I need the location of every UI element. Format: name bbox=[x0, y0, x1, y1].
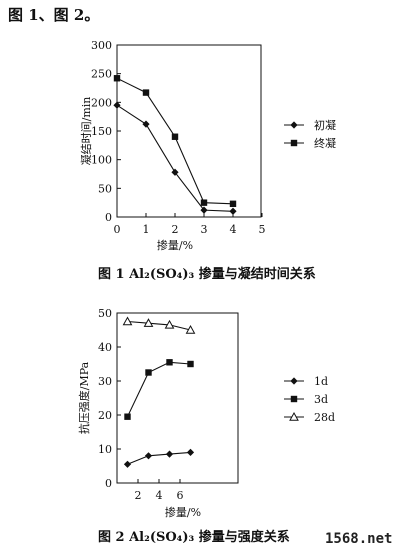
chart1-ytick-label: 150 bbox=[91, 125, 112, 138]
chart1-ytick-label: 100 bbox=[91, 154, 112, 167]
chart2-series3-point bbox=[164, 319, 175, 329]
chart2-series2-point bbox=[145, 369, 152, 376]
chart1-xtick-label: 3 bbox=[201, 223, 208, 236]
chart1-ytick-label: 250 bbox=[91, 68, 112, 81]
chart2-series1-point bbox=[144, 452, 153, 460]
chart2-series3-point bbox=[143, 318, 154, 327]
chart2-series-line-1 bbox=[127, 451, 191, 465]
chart1-series2-point bbox=[200, 199, 208, 206]
chart2-plot-frame bbox=[116, 312, 239, 484]
chart1-series1-point bbox=[142, 120, 150, 128]
chart2-xtick-label: 2 bbox=[135, 489, 142, 502]
chart1-series2-point bbox=[171, 133, 179, 140]
chart1-xtick-label: 2 bbox=[172, 223, 179, 236]
chart1-caption: 图 1 Al₂(SO₄)₃ 掺量与凝结时间关系 bbox=[98, 266, 316, 282]
chart1-series1-point bbox=[200, 206, 208, 214]
chart2-series-line-2 bbox=[127, 361, 191, 417]
chart1-legend-marker bbox=[290, 121, 298, 129]
chart1-xtick-label: 5 bbox=[259, 223, 266, 236]
chart1-legend-label: 初凝 bbox=[314, 118, 336, 132]
chart1-series1-point bbox=[171, 168, 179, 176]
chart2-ytick-label: 30 bbox=[98, 375, 112, 388]
chart2-ytick-label: 10 bbox=[98, 443, 112, 456]
chart1-series-line-1 bbox=[116, 104, 234, 212]
chart2-legend-label: 1d bbox=[314, 375, 328, 388]
chart2-legend-label: 3d bbox=[314, 393, 328, 406]
chart2-ytick-label: 40 bbox=[98, 341, 112, 354]
chart1-ytick-label: 200 bbox=[91, 96, 112, 109]
chart1-legend-marker bbox=[290, 139, 298, 147]
chart1-series-line-2 bbox=[116, 77, 234, 205]
chart2-legend-marker bbox=[290, 395, 298, 403]
chart2-series2-point bbox=[166, 359, 173, 366]
chart1-xtick-label: 1 bbox=[143, 223, 150, 236]
chart1-ylabel: 凝结时间/min bbox=[79, 97, 93, 166]
chart2-series1-point bbox=[123, 460, 132, 468]
intro-text: 图 1、图 2。 bbox=[8, 6, 100, 24]
chart1-ytick-label: 50 bbox=[98, 182, 112, 195]
chart1-series1-point bbox=[113, 101, 121, 109]
chart2-ytick-label: 20 bbox=[98, 409, 112, 422]
chart2-series3-point bbox=[185, 324, 196, 334]
chart1-ytick-label: 300 bbox=[91, 39, 112, 52]
chart2-legend-marker bbox=[290, 377, 298, 385]
chart2-series3-point bbox=[122, 316, 133, 326]
chart1-series2-point bbox=[142, 89, 150, 96]
chart2-caption: 图 2 Al₂(SO₄)₃ 掺量与强度关系 bbox=[98, 529, 290, 545]
chart2-series2-point bbox=[124, 413, 131, 420]
chart2-legend-marker bbox=[289, 411, 299, 421]
chart1-series2-point bbox=[113, 75, 121, 82]
chart1-series2-point bbox=[229, 200, 237, 208]
chart1-xtick-label: 0 bbox=[114, 223, 121, 236]
chart2-series-line-3 bbox=[127, 320, 191, 331]
chart2-legend-label: 28d bbox=[314, 411, 335, 424]
chart2-ytick-label: 0 bbox=[105, 477, 112, 490]
chart1-legend-label: 终凝 bbox=[314, 136, 336, 150]
chart1-xlabel: 掺量/% bbox=[157, 238, 193, 252]
chart2-xtick-label: 4 bbox=[156, 489, 163, 502]
chart2-series2-point bbox=[187, 360, 194, 368]
chart2-ylabel: 抗压强度/MPa bbox=[77, 361, 91, 434]
chart2-xtick-label: 6 bbox=[177, 489, 184, 502]
chart2-ytick-label: 50 bbox=[98, 307, 112, 320]
chart2-series1-point bbox=[186, 448, 195, 456]
chart-compressive-strength: 抗压强度/MPa 掺量/% 0 10 20 30 40 50 2 4 6 1d 3d 28d 图 2… bbox=[77, 307, 335, 545]
chart1-ytick-label: 0 bbox=[105, 211, 112, 224]
chart2-xlabel: 掺量/% bbox=[165, 505, 201, 519]
chart1-xtick-label: 4 bbox=[230, 223, 237, 236]
chart-setting-time: 凝结时间/min 掺量/% 0 50 100 150 200 250 300 0 1 2 3 4 5 初… bbox=[79, 39, 336, 282]
watermark: 1568.net bbox=[325, 531, 392, 546]
chart2-series1-point bbox=[165, 450, 174, 458]
chart1-series1-point bbox=[229, 207, 237, 215]
